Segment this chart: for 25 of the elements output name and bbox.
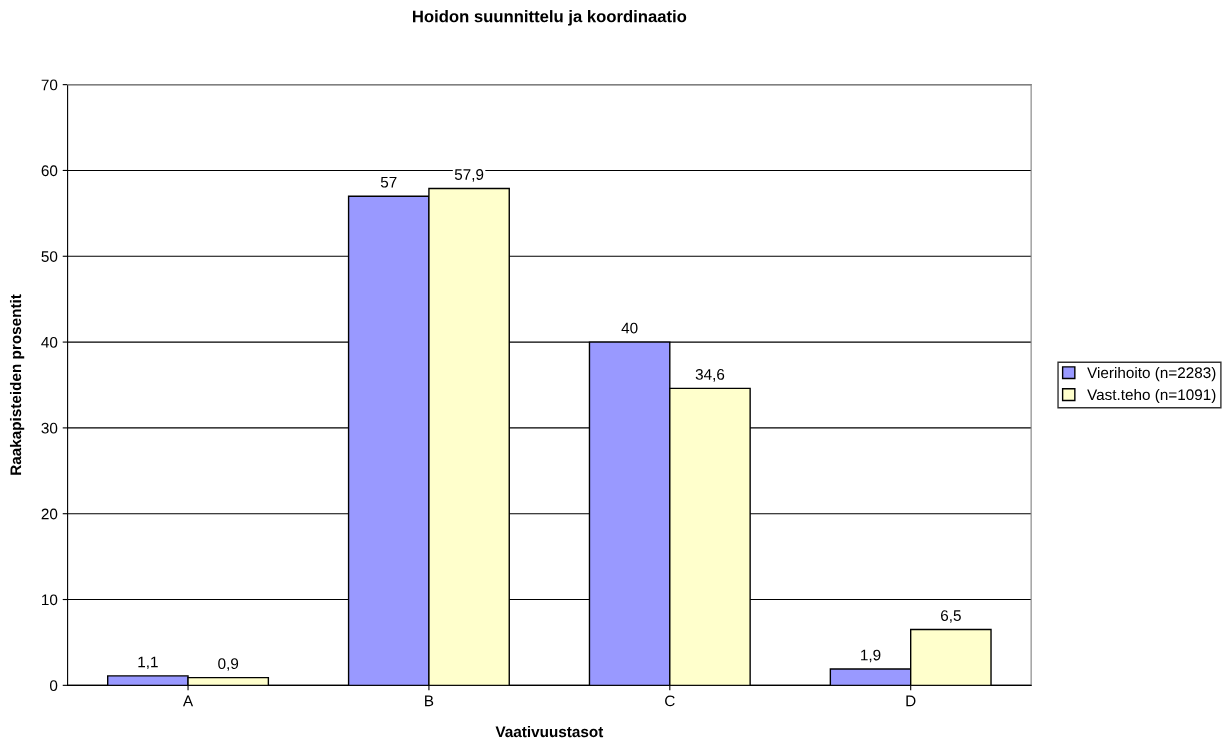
x-axis-title: Vaativuustasot xyxy=(495,725,604,738)
x-tick-label: A xyxy=(182,695,194,707)
y-tick-label: 10 xyxy=(42,594,58,606)
y-tick-label: 50 xyxy=(41,251,58,262)
data-label: 1,9 xyxy=(861,649,881,663)
y-tick-label: 20 xyxy=(41,508,58,520)
chart-title: Hoidon suunnittelu ja koordinaatio xyxy=(412,10,687,26)
data-label: 1,1 xyxy=(138,656,158,670)
y-tick-label: 30 xyxy=(41,422,58,434)
legend-label: Vast.teho (n=1091) xyxy=(1087,388,1216,404)
x-tick-label: D xyxy=(906,695,916,707)
y-tick-label: 40 xyxy=(41,336,58,348)
data-label: 6,5 xyxy=(941,610,961,623)
x-tick-label: C xyxy=(665,695,675,707)
data-label: 0,9 xyxy=(218,658,239,671)
y-tick-label: 0 xyxy=(49,680,58,692)
y-tick-label: 60 xyxy=(41,165,58,177)
data-label: 57 xyxy=(380,176,397,188)
y-tick-label: 70 xyxy=(41,79,58,91)
data-label: 57,9 xyxy=(454,169,484,182)
x-tick-label: B xyxy=(425,695,434,707)
data-label: 40 xyxy=(621,322,638,334)
y-axis-title: Raakapisteiden prosentit xyxy=(9,294,25,475)
data-label: 34,6 xyxy=(695,369,725,382)
legend-label: Vierihoito (n=2283) xyxy=(1087,366,1216,382)
